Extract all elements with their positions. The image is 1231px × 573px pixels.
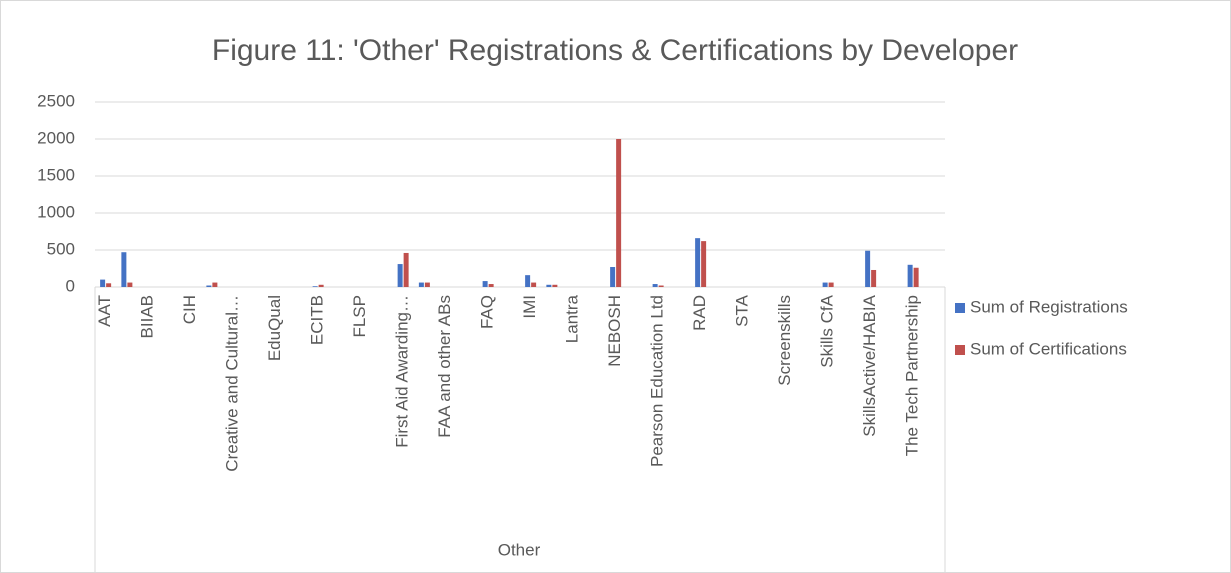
- bar: [658, 285, 664, 287]
- bar: [424, 282, 430, 287]
- bar: [913, 267, 919, 287]
- bar: [822, 282, 828, 287]
- legend-label: Sum of Certifications: [970, 339, 1127, 358]
- x-tick-label: FAQ: [478, 295, 497, 329]
- bar: [403, 252, 409, 287]
- bar: [616, 139, 622, 287]
- y-tick-label: 2500: [37, 91, 75, 110]
- x-tick-label: Lantra: [563, 294, 582, 343]
- bar: [418, 282, 424, 287]
- x-tick-label: ECITB: [308, 295, 327, 345]
- x-tick-label: Pearson Education Ltd: [648, 295, 667, 467]
- bar: [121, 252, 127, 287]
- bar: [865, 250, 871, 287]
- x-tick-label: First Aid Awarding…: [393, 295, 412, 448]
- x-tick-label: RAD: [690, 295, 709, 331]
- chart-title: Figure 11: 'Other' Registrations & Certi…: [212, 34, 1018, 67]
- bar: [610, 267, 616, 287]
- bar: [525, 275, 531, 287]
- bar: [546, 284, 552, 287]
- x-tick-label: EduQual: [265, 295, 284, 361]
- x-tick-label: NEBOSH: [605, 295, 624, 367]
- bar: [828, 282, 834, 287]
- x-tick-label: IMI: [520, 295, 539, 319]
- bar: [312, 286, 318, 287]
- x-tick-label: CIH: [180, 295, 199, 324]
- legend-label: Sum of Registrations: [970, 297, 1128, 316]
- x-tick-label: STA: [733, 294, 752, 326]
- x-tick-label: Creative and Cultural…: [223, 295, 242, 472]
- group-label: Other: [498, 540, 541, 559]
- bar: [318, 284, 324, 287]
- x-tick-label: The Tech Partnership: [903, 295, 922, 456]
- x-tick-label: FLSP: [350, 295, 369, 338]
- bar: [695, 238, 701, 287]
- bar: [907, 264, 913, 287]
- bar: [100, 279, 106, 287]
- x-tick-label: AAT: [95, 295, 114, 327]
- y-tick-label: 2000: [37, 128, 75, 147]
- bar: [652, 284, 658, 287]
- bar: [488, 284, 494, 287]
- bar: [206, 285, 212, 287]
- y-tick-label: 0: [66, 276, 75, 295]
- y-tick-label: 1000: [37, 202, 75, 221]
- legend-marker: [955, 345, 965, 355]
- bar: [482, 281, 488, 287]
- x-tick-label: Skills CfA: [818, 294, 837, 367]
- bar: [531, 282, 537, 287]
- x-tick-label: BIIAB: [138, 295, 157, 338]
- bar: [701, 241, 707, 287]
- bar: [212, 282, 218, 287]
- x-tick-label: SkillsActive/HABIA: [860, 294, 879, 436]
- y-tick-label: 1500: [37, 165, 75, 184]
- x-tick-label: FAA and other ABs: [435, 295, 454, 438]
- y-tick-label: 500: [47, 239, 75, 258]
- bar: [871, 269, 877, 287]
- bar: [106, 283, 112, 287]
- legend-marker: [955, 303, 965, 313]
- bar: [552, 284, 558, 287]
- x-tick-label: Screenskills: [775, 295, 794, 386]
- bar: [127, 282, 133, 287]
- bar: [397, 264, 403, 287]
